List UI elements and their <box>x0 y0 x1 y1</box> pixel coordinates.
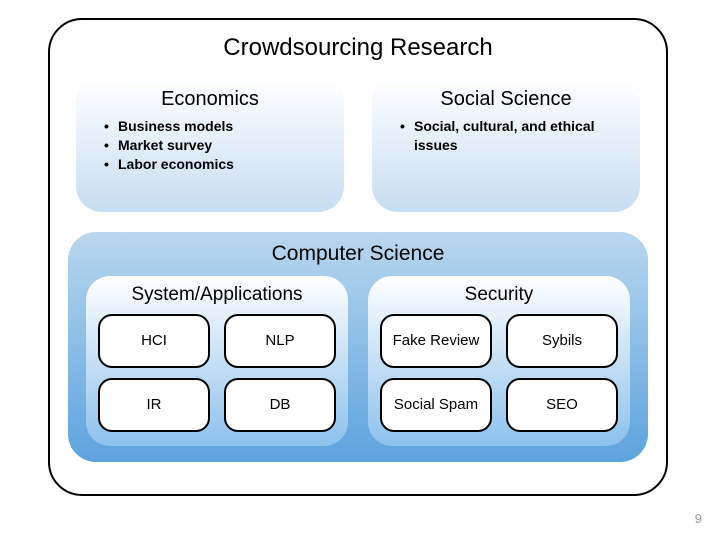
card-economics-bullets: Business models Market survey Labor econ… <box>90 117 330 174</box>
subcard-security-title: Security <box>380 284 618 306</box>
chip-fake-review: Fake Review <box>380 314 492 368</box>
main-title: Crowdsourcing Research <box>68 34 648 62</box>
card-computer-science-title: Computer Science <box>84 242 632 266</box>
card-economics-title: Economics <box>90 88 330 111</box>
card-social-science-bullets: Social, cultural, and ethical issues <box>386 117 626 155</box>
chip-hci: HCI <box>98 314 210 368</box>
subcard-systems-title: System/Applications <box>98 284 336 306</box>
subcard-security: Security Fake Review Sybils Social Spam … <box>368 276 630 446</box>
bullet-item: Labor economics <box>104 155 330 174</box>
subcard-systems: System/Applications HCI NLP IR DB <box>86 276 348 446</box>
page-number: 9 <box>695 511 702 526</box>
card-social-science: Social Science Social, cultural, and eth… <box>372 78 640 212</box>
card-economics: Economics Business models Market survey … <box>76 78 344 212</box>
chip-social-spam: Social Spam <box>380 378 492 432</box>
chip-ir: IR <box>98 378 210 432</box>
chip-sybils: Sybils <box>506 314 618 368</box>
cs-row: System/Applications HCI NLP IR DB Securi… <box>84 276 632 446</box>
chip-seo: SEO <box>506 378 618 432</box>
security-grid: Fake Review Sybils Social Spam SEO <box>380 314 618 432</box>
bullet-item: Business models <box>104 117 330 136</box>
card-social-science-title: Social Science <box>386 88 626 111</box>
bullet-item: Social, cultural, and ethical issues <box>400 117 626 155</box>
chip-nlp: NLP <box>224 314 336 368</box>
chip-db: DB <box>224 378 336 432</box>
bullet-item: Market survey <box>104 136 330 155</box>
diagram-frame: Crowdsourcing Research Economics Busines… <box>48 18 668 496</box>
top-row: Economics Business models Market survey … <box>68 78 648 212</box>
card-computer-science: Computer Science System/Applications HCI… <box>68 232 648 462</box>
systems-grid: HCI NLP IR DB <box>98 314 336 432</box>
